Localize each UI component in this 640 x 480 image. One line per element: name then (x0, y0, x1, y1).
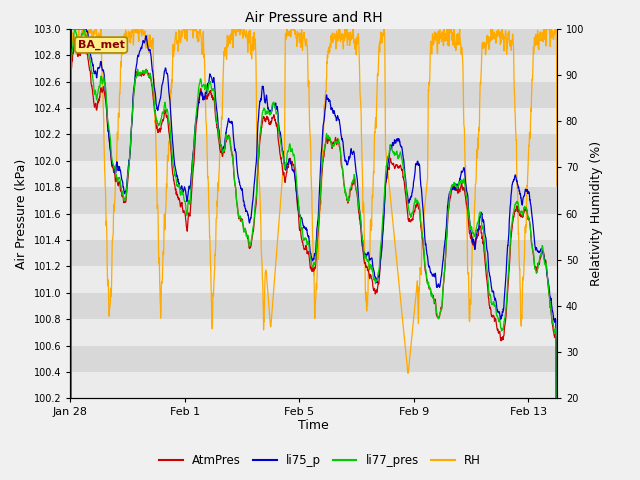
Bar (70, 214, 557, 240)
Bar (70, 346, 557, 372)
Bar (70, 108, 557, 134)
Bar (70, 55, 557, 82)
Bar (70, 29, 557, 55)
Bar (70, 82, 557, 108)
Bar (70, 134, 557, 161)
Bar (70, 293, 557, 319)
Bar (70, 161, 557, 187)
X-axis label: Time: Time (298, 419, 329, 432)
Bar (70, 187, 557, 214)
Text: BA_met: BA_met (77, 40, 125, 50)
Bar (70, 266, 557, 293)
Y-axis label: Air Pressure (kPa): Air Pressure (kPa) (15, 158, 28, 269)
Title: Air Pressure and RH: Air Pressure and RH (244, 11, 383, 25)
Bar (70, 319, 557, 346)
Y-axis label: Relativity Humidity (%): Relativity Humidity (%) (589, 141, 603, 286)
Bar (70, 240, 557, 266)
Bar (70, 372, 557, 398)
Legend: AtmPres, li75_p, li77_pres, RH: AtmPres, li75_p, li77_pres, RH (154, 449, 486, 472)
